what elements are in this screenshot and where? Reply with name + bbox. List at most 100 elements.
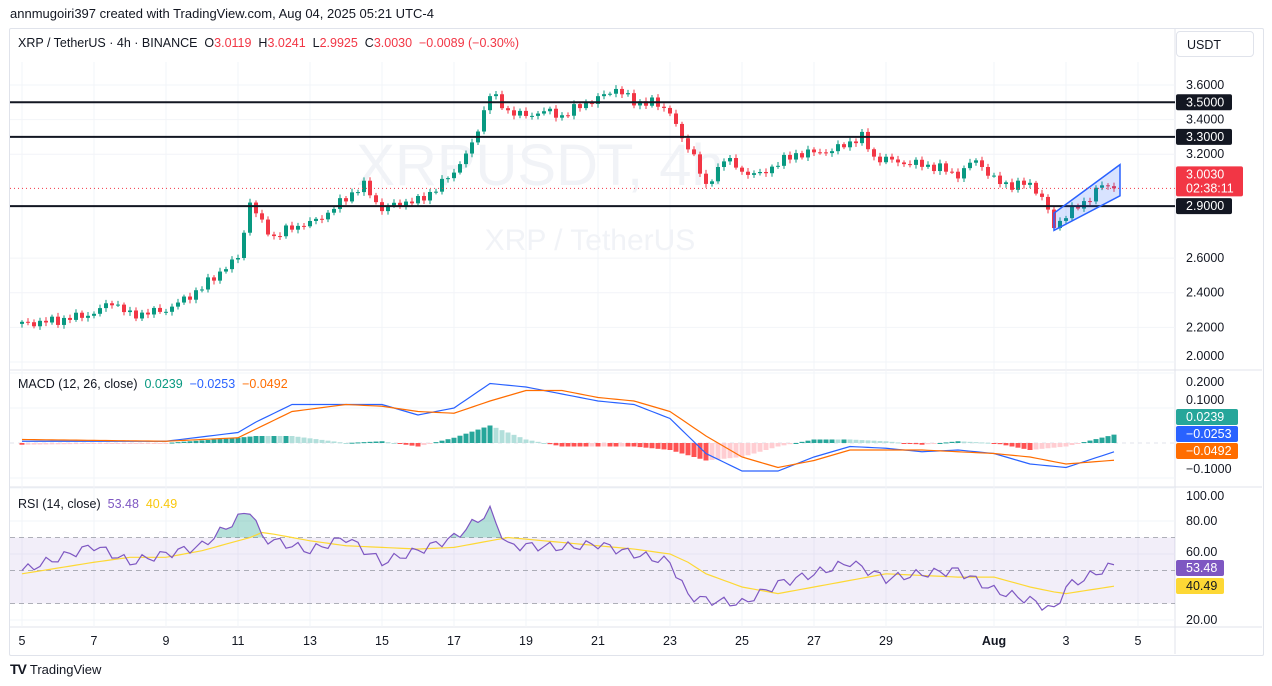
macd-histogram-bar	[583, 443, 589, 447]
candle	[512, 110, 516, 116]
rsi-axis-label: 100.00	[1186, 489, 1224, 503]
candle	[1046, 196, 1050, 210]
candle	[176, 302, 180, 307]
macd-histogram-bar	[55, 443, 61, 445]
macd-histogram-bar	[865, 440, 871, 443]
macd-histogram-bar	[211, 439, 217, 443]
macd-histogram-bar	[955, 441, 961, 443]
candle	[572, 104, 576, 116]
low-value: 2.9925	[319, 36, 358, 50]
macd-histogram-bar	[721, 443, 727, 459]
macd-histogram-bar	[781, 443, 787, 446]
macd-histogram-bar	[109, 443, 115, 444]
macd-histogram-bar	[1039, 443, 1045, 449]
candle	[1058, 220, 1062, 229]
candle	[710, 181, 714, 184]
candle	[26, 321, 30, 323]
time-axis-label: Aug	[982, 634, 1006, 648]
time-axis-label: 17	[447, 634, 461, 648]
candle	[320, 218, 324, 220]
candle	[866, 131, 870, 150]
macd-histogram-bar	[871, 440, 877, 443]
low-label: L	[312, 36, 320, 50]
candle	[506, 108, 510, 111]
candle	[152, 307, 156, 315]
macd-histogram-bar	[1063, 443, 1069, 447]
candle	[326, 212, 330, 220]
candle	[890, 156, 894, 160]
candle	[410, 201, 414, 204]
macd-histogram-bar	[625, 443, 631, 447]
macd-histogram-bar	[793, 443, 799, 444]
candle	[842, 144, 846, 148]
candle	[758, 171, 762, 174]
macd-histogram-bar	[757, 443, 763, 452]
candle	[98, 308, 102, 314]
macd-histogram-bar	[763, 443, 769, 450]
macd-histogram-bar	[223, 438, 229, 443]
candle	[560, 115, 564, 118]
macd-histogram-bar	[613, 443, 619, 447]
candle	[896, 159, 900, 163]
macd-signal-line	[21, 389, 1115, 469]
tradingview-logo[interactable]: TV TradingView	[10, 661, 101, 677]
candle	[92, 313, 96, 316]
level-label-box	[1176, 198, 1232, 215]
price-axis-label: 2.0000	[1186, 349, 1224, 363]
candle	[518, 110, 522, 116]
macd-histogram-bar	[97, 443, 103, 444]
last-price-box	[1176, 166, 1243, 197]
macd-histogram-bar	[517, 437, 523, 443]
candle	[470, 142, 474, 154]
macd-histogram-bar	[373, 441, 379, 443]
macd-histogram-bar	[403, 443, 409, 445]
macd-histogram-bar	[85, 443, 91, 444]
candle	[836, 144, 840, 152]
candle	[1028, 182, 1032, 185]
candle	[44, 320, 48, 323]
candle	[1076, 206, 1080, 209]
macd-line-value: −0.0253	[189, 377, 236, 391]
macd-histogram-bar	[691, 443, 697, 457]
candle	[440, 178, 444, 192]
candle	[620, 88, 624, 95]
macd-histogram-bar	[973, 442, 979, 444]
macd-histogram-bar	[277, 436, 283, 443]
candle	[980, 160, 984, 167]
currency-button[interactable]: USDT	[1176, 31, 1254, 57]
macd-histogram-bar	[361, 442, 367, 444]
candle	[482, 110, 486, 132]
macd-histogram-bar	[1027, 443, 1033, 450]
macd-histogram-bar	[283, 436, 289, 443]
macd-pane	[10, 382, 1175, 472]
candle	[356, 192, 360, 194]
candle	[314, 218, 318, 221]
level-label: 3.5000	[1186, 95, 1224, 109]
macd-histogram-bar	[1033, 443, 1039, 450]
macd-axis-label: 0.2000	[1186, 375, 1224, 389]
candle	[602, 94, 606, 97]
macd-histogram-bar	[499, 430, 505, 443]
macd-value-label: 0.0239	[1186, 410, 1224, 424]
macd-histogram-bar	[643, 443, 649, 448]
candle	[50, 316, 54, 323]
macd-histogram-bar	[67, 443, 73, 445]
time-axis-label: 25	[735, 634, 749, 648]
macd-histogram-bar	[1045, 443, 1051, 449]
candle	[362, 180, 366, 193]
candle	[782, 154, 786, 166]
candle	[428, 191, 432, 201]
macd-histogram-bar	[505, 432, 511, 443]
candle	[1022, 180, 1026, 185]
time-axis-label: 19	[519, 634, 533, 648]
candle	[1064, 218, 1068, 221]
macd-histogram-bar	[151, 443, 157, 444]
candle	[638, 101, 642, 106]
macd-value-box	[1176, 443, 1238, 459]
macd-histogram-bar	[577, 443, 583, 447]
macd-histogram-bar	[301, 437, 307, 443]
macd-histogram-bar	[889, 441, 895, 443]
macd-histogram-bar	[775, 443, 781, 447]
macd-histogram-bar	[679, 443, 685, 454]
